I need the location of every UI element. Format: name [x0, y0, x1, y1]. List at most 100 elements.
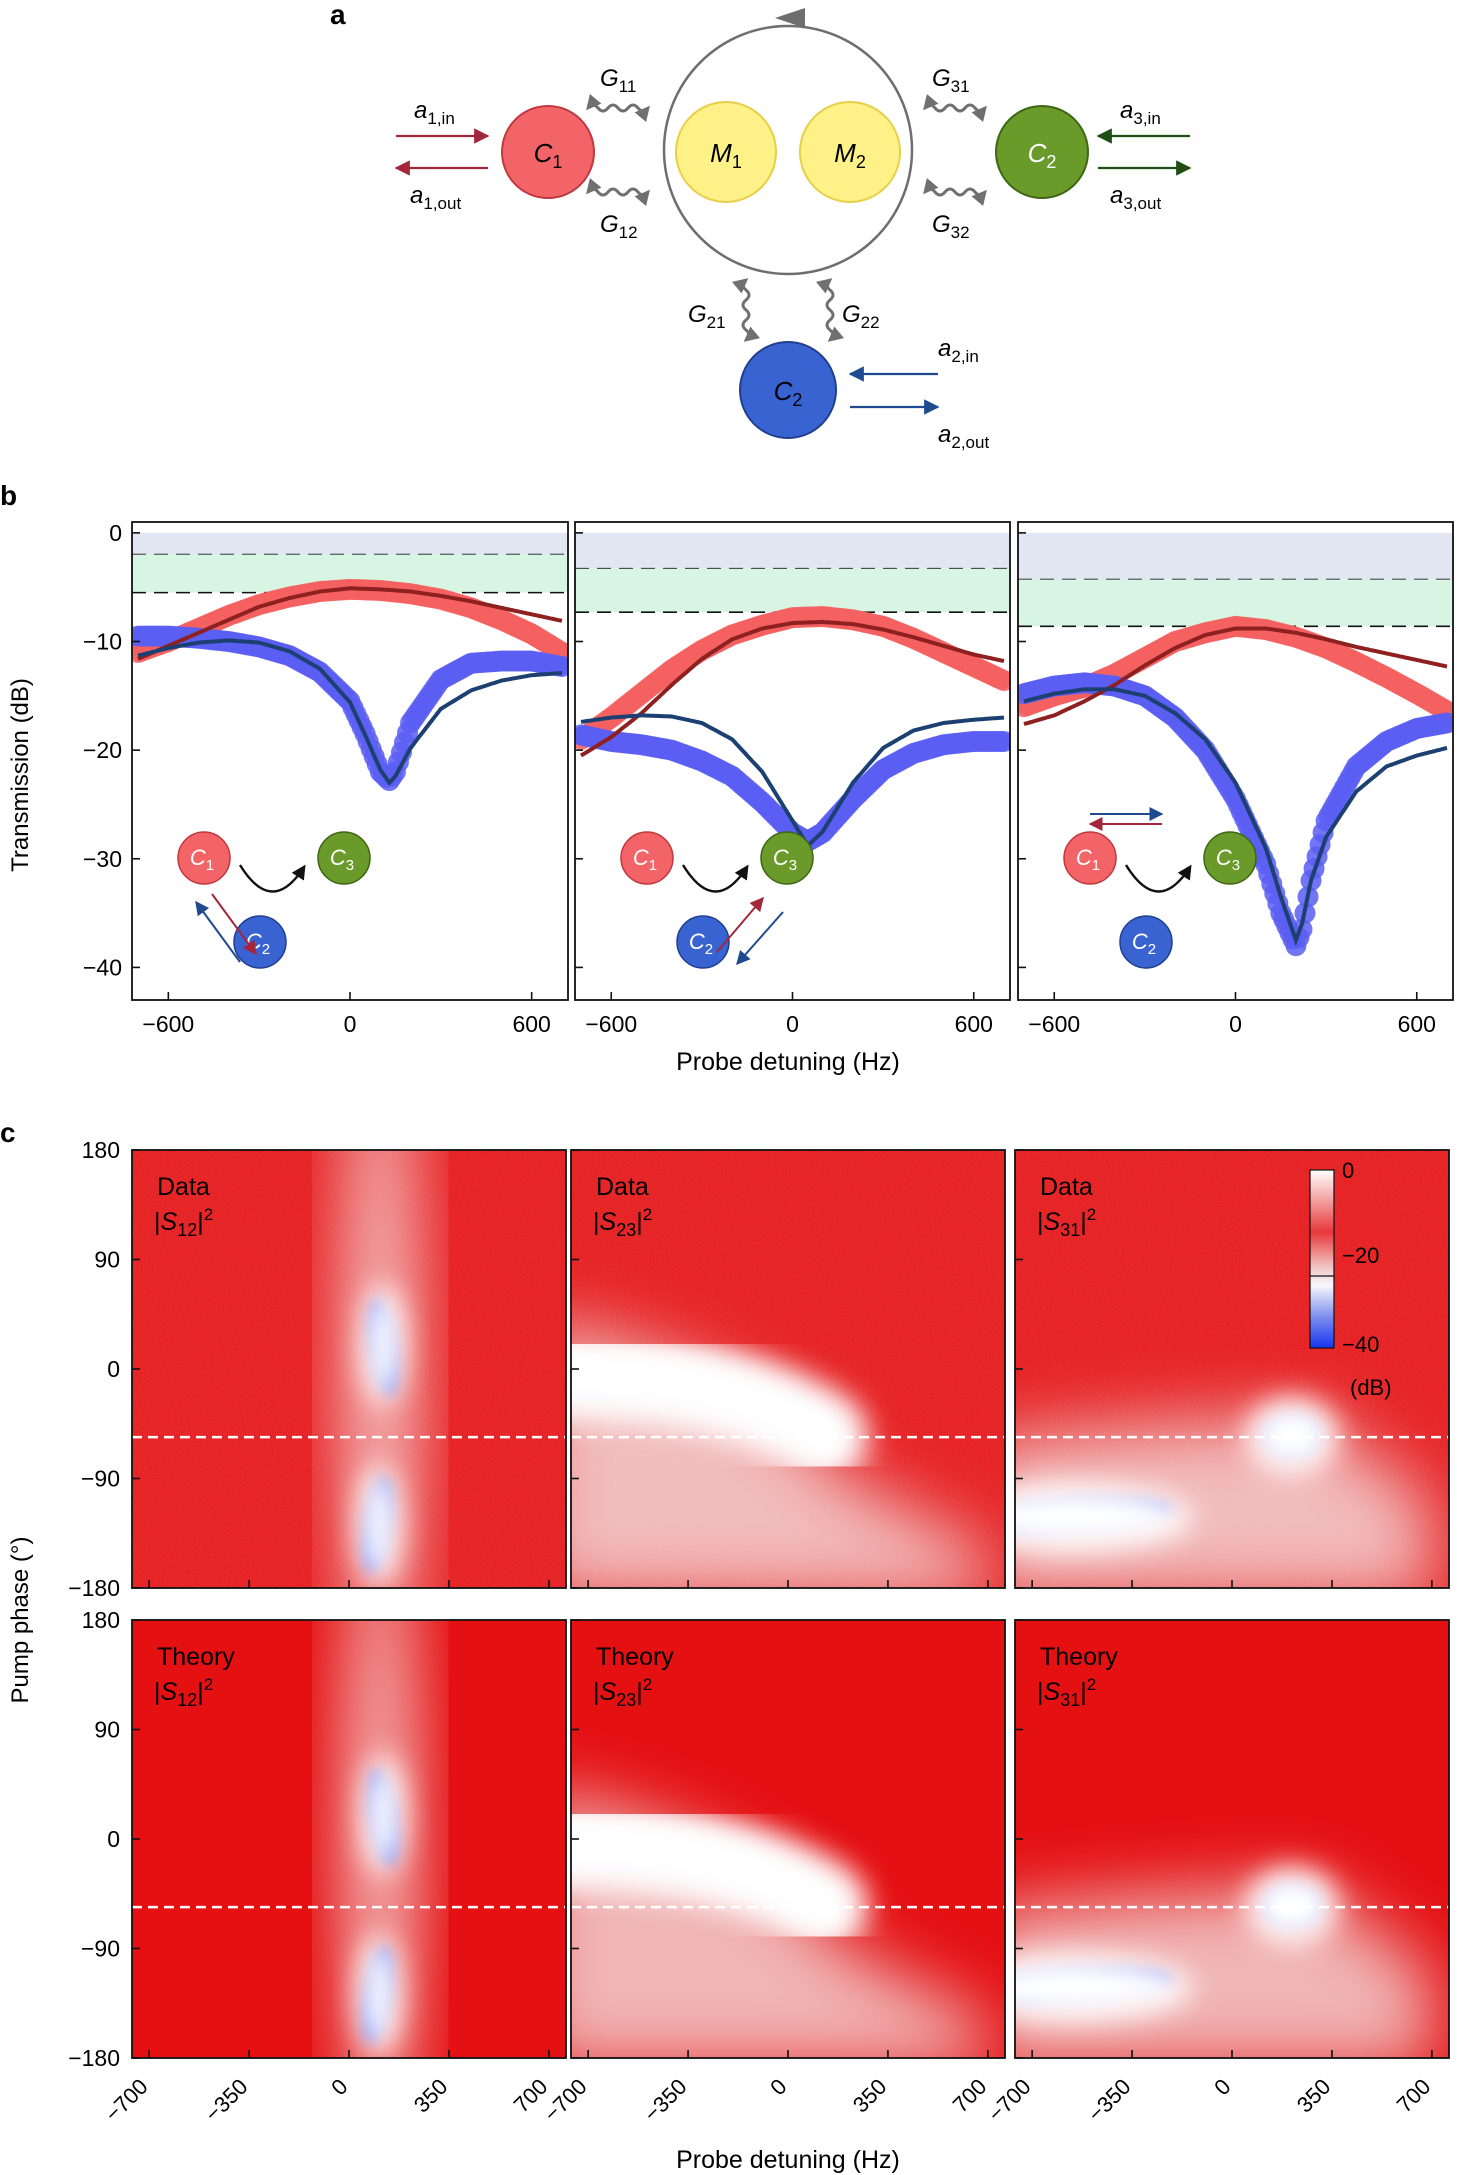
colorbar-tick-0: 0: [1342, 1158, 1354, 1183]
y-tick-label: −10: [83, 629, 122, 655]
y-tick-label: −180: [68, 2045, 120, 2071]
svg-text:C3: C3: [1216, 845, 1240, 874]
inset-direction-arrow: [211, 893, 257, 956]
inset-node-c3: C3: [317, 831, 371, 885]
colorbar: 0 −20 −40 (dB): [1309, 1158, 1392, 1400]
inset-node-c2: C2: [676, 915, 730, 969]
panel-a-label: a: [330, 0, 346, 30]
shaded-band: [575, 532, 1010, 569]
node-M1: M1: [675, 101, 777, 203]
panel-b-ylabel: Transmission (dB): [7, 678, 34, 872]
transmission-plot-1: −600 0 600 0 −10 −20 −30 −40 C1 C3 C2: [83, 520, 569, 1037]
inset-diagram: C1 C3 C2: [1063, 807, 1257, 969]
magnon-loop: [662, 24, 914, 276]
svg-text:C3: C3: [773, 845, 797, 874]
panel-b-xlabel: Probe detuning (Hz): [676, 1048, 900, 1076]
x-tick-label: −600: [142, 1011, 194, 1037]
heatmap-row-title: Theory: [157, 1643, 235, 1671]
label-G31: G31: [932, 65, 970, 96]
x-tick-label: 0: [1209, 2074, 1235, 2100]
series-forward-theory: [137, 586, 563, 661]
x-tick-label: 600: [1398, 1011, 1436, 1037]
series-backward-theory: [1023, 687, 1448, 947]
x-tick-label: 350: [409, 2074, 453, 2118]
label-G32: G32: [932, 211, 970, 242]
y-tick-label: 0: [109, 520, 122, 546]
panel-c: c Pump phase (°) Probe detuning (Hz) Dat…: [0, 1117, 1450, 2174]
panel-b: b Transmission (dB) Probe detuning (Hz) …: [0, 480, 1454, 1076]
shaded-band: [1018, 532, 1453, 580]
x-tick-label: 0: [1229, 1011, 1242, 1037]
node-C1: C1: [501, 105, 595, 199]
heatmap-s-label: |S31|2: [1037, 1205, 1096, 1240]
y-tick-label: 0: [107, 1356, 120, 1382]
transmission-plot-3: −600 0 600 C1 C3 C2: [1017, 521, 1454, 1037]
panel-c-label: c: [0, 1117, 16, 1148]
svg-text:M1: M1: [710, 138, 742, 172]
x-tick-label: 600: [955, 1011, 993, 1037]
y-tick-label: 90: [94, 1717, 120, 1743]
heatmap-data-S23: Data |S23|2: [570, 1149, 1006, 1589]
coupling-G11-link: [586, 93, 650, 123]
x-tick-label: −600: [1028, 1011, 1080, 1037]
heatmap-s-label: |S23|2: [593, 1675, 652, 1710]
inset-direction-arrow: [716, 896, 764, 953]
series-backward-theory: [137, 638, 563, 786]
x-tick-label: 350: [848, 2074, 892, 2118]
x-tick-label: −700: [100, 2074, 153, 2127]
svg-text:C3: C3: [330, 845, 354, 874]
x-tick-label: −700: [539, 2074, 592, 2127]
transmission-plot-2: −600 0 600 C1 C3 C2: [574, 521, 1011, 1037]
x-tick-label: 0: [344, 1011, 357, 1037]
y-tick-label: 0: [107, 1826, 120, 1852]
series-forward-theory: [1023, 626, 1448, 727]
y-tick-label: −90: [81, 1936, 120, 1962]
heatmap-row-title: Data: [596, 1173, 649, 1201]
panel-c-xlabel: Probe detuning (Hz): [676, 2146, 900, 2174]
label-G11: G11: [600, 65, 636, 96]
inset-node-c1: C1: [177, 831, 231, 885]
svg-text:C2: C2: [1132, 929, 1156, 958]
data-point: [993, 730, 1010, 752]
heatmap-row-title: Theory: [1040, 1643, 1118, 1671]
inset-node-c1: C1: [1063, 831, 1117, 885]
inset-circulation-arrow: [1124, 864, 1192, 893]
inset-circulation-arrow: [238, 864, 306, 893]
svg-text:C2: C2: [1028, 138, 1057, 172]
heatmap-s-label: |S12|2: [154, 1205, 213, 1240]
x-tick-label: −350: [639, 2074, 692, 2127]
panel-c-ylabel: Pump phase (°): [7, 1536, 34, 1703]
y-tick-label: 180: [82, 1607, 120, 1633]
x-tick-label: 0: [765, 2074, 791, 2100]
node-C2-bottom: C2: [739, 341, 837, 439]
svg-text:C1: C1: [1076, 845, 1100, 874]
x-tick-label: 0: [326, 2074, 352, 2100]
y-tick-label: −90: [81, 1466, 120, 1492]
series-backward-theory: [580, 713, 1005, 849]
y-tick-label: −180: [68, 1575, 120, 1601]
inset-node-c2: C2: [233, 915, 287, 969]
x-tick-label: 350: [1292, 2074, 1336, 2118]
inset-direction-arrow: [195, 900, 241, 963]
coupling-G21-link: [731, 278, 761, 342]
shaded-band: [575, 568, 1010, 613]
inset-node-c3: C3: [1203, 831, 1257, 885]
heatmap-theory-S23: Theory|S23|2−700 −350 0 350 700: [539, 1619, 1006, 2127]
y-tick-label: −20: [83, 737, 122, 763]
coupling-G22-link: [815, 278, 845, 342]
x-tick-label: 700: [1392, 2074, 1436, 2118]
inset-circulation-arrow: [681, 864, 749, 893]
series-backward-data: [575, 724, 1010, 852]
svg-text:M2: M2: [834, 138, 866, 172]
node-M2: M2: [799, 101, 901, 203]
heatmap-row-title: Data: [157, 1173, 210, 1201]
coupling-links: [586, 93, 987, 342]
coupling-G31-link: [923, 93, 987, 123]
label-a1-out: a1,out: [410, 182, 461, 213]
label-G22: G22: [842, 301, 880, 332]
x-tick-label: −350: [200, 2074, 253, 2127]
colorbar-tick-40: −40: [1342, 1332, 1379, 1357]
panel-b-label: b: [0, 480, 17, 511]
